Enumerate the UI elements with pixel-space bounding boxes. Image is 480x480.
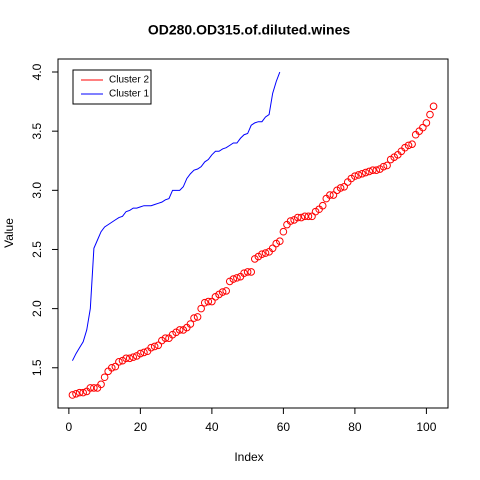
data-point [129,353,138,361]
data-point [197,304,205,313]
y-tick-label: 1.5 [30,359,44,376]
legend-label: Cluster 2 [109,75,149,86]
data-point [426,110,434,119]
data-point [75,388,84,397]
data-point [358,169,366,178]
data-point [304,212,313,221]
data-point [368,166,377,175]
data-point [408,140,416,148]
data-point [318,201,327,210]
x-tick-label: 80 [348,420,362,434]
data-point [150,342,159,351]
data-point [293,213,302,222]
data-point [361,168,370,177]
data-point [419,123,427,132]
data-point [154,341,163,350]
data-point [429,102,438,111]
x-tick-label: 20 [134,420,148,434]
data-point [422,119,431,127]
data-point [100,373,109,382]
data-point [229,275,238,283]
y-tick-label: 2.0 [30,300,44,317]
data-point [111,362,120,371]
y-tick-label: 2.5 [30,241,44,258]
series-line [71,71,281,361]
data-point [233,274,241,282]
y-axis-label: Value [2,218,16,248]
data-point [326,191,334,199]
x-tick-label: 100 [416,420,436,434]
data-point [161,334,170,343]
data-point [268,244,277,253]
data-point [261,249,270,257]
data-point [186,320,195,328]
data-point [297,213,306,222]
chart-title: OD280.OD315.of.diluted.wines [148,22,350,38]
data-point [301,212,309,221]
data-point [383,161,391,170]
data-point [258,250,266,259]
data-point [218,288,227,296]
x-tick-label: 60 [277,420,291,434]
data-point [122,354,130,363]
y-tick-label: 3.5 [30,123,44,140]
data-point [365,167,373,176]
legend-label: Cluster 1 [109,89,149,100]
data-point [79,388,87,397]
data-point [72,390,80,398]
data-point [240,269,248,277]
x-tick-label: 40 [205,420,219,434]
data-point [222,287,230,295]
data-point [107,363,116,372]
x-tick-label: 0 [66,420,73,434]
data-point [372,166,381,175]
data-point [243,268,252,276]
data-point [351,172,359,180]
data-point [208,297,216,306]
data-point [279,227,288,236]
data-point [340,182,348,191]
data-point [90,384,98,392]
data-point [379,162,388,171]
data-point [175,326,184,334]
data-point [308,212,316,221]
data-point [86,384,95,392]
data-point [200,298,209,307]
plot-frame [57,58,449,409]
data-point [336,184,345,192]
data-point [115,358,123,366]
data-point [247,268,256,276]
data-point [404,141,413,150]
data-point [125,354,134,363]
data-point [190,314,198,322]
data-point [286,217,295,225]
y-tick-label: 4.0 [30,63,44,80]
data-point [204,297,213,306]
data-point [136,349,145,358]
data-point [140,348,148,357]
legend-box [72,69,152,105]
data-point [193,313,202,321]
data-point [276,237,284,245]
data-point [68,391,77,399]
data-point [97,380,105,389]
y-tick-label: 3.0 [30,182,44,199]
x-axis-label: Index [234,450,263,464]
data-point [329,191,338,199]
data-point [354,171,363,179]
data-point [147,343,155,352]
